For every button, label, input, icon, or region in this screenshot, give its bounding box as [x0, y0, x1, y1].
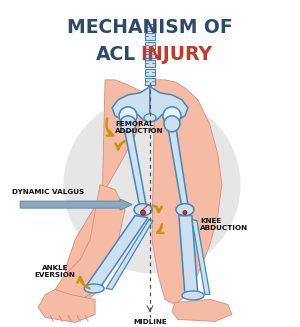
Ellipse shape [183, 211, 187, 215]
Polygon shape [145, 24, 155, 31]
Polygon shape [38, 289, 95, 322]
Text: ANKLE
EVERSION: ANKLE EVERSION [35, 265, 76, 278]
Circle shape [164, 116, 180, 132]
Polygon shape [145, 69, 155, 76]
Ellipse shape [182, 291, 204, 300]
Polygon shape [55, 185, 125, 304]
Polygon shape [145, 33, 155, 40]
Text: DYNAMIC VALGUS: DYNAMIC VALGUS [12, 189, 85, 195]
Text: MIDLINE: MIDLINE [133, 319, 167, 325]
Polygon shape [152, 80, 222, 304]
Polygon shape [150, 83, 188, 122]
Ellipse shape [144, 114, 156, 122]
Polygon shape [192, 220, 210, 294]
Ellipse shape [134, 204, 152, 215]
Polygon shape [106, 220, 153, 289]
FancyArrow shape [20, 199, 132, 210]
Polygon shape [145, 51, 155, 58]
Ellipse shape [140, 210, 146, 215]
Polygon shape [145, 42, 155, 49]
Text: FEMORAL
ADDUCTION: FEMORAL ADDUCTION [115, 121, 164, 134]
Ellipse shape [84, 284, 104, 293]
Ellipse shape [176, 204, 194, 215]
Text: INJURY: INJURY [140, 45, 212, 64]
Polygon shape [145, 78, 155, 85]
Polygon shape [179, 215, 198, 296]
Text: MECHANISM OF: MECHANISM OF [67, 18, 233, 37]
Polygon shape [124, 128, 146, 208]
Circle shape [163, 107, 181, 125]
Circle shape [119, 107, 137, 125]
Text: ACL: ACL [96, 45, 136, 64]
Polygon shape [172, 300, 232, 321]
Polygon shape [65, 80, 150, 300]
Circle shape [64, 97, 240, 272]
Polygon shape [168, 128, 188, 208]
Polygon shape [112, 83, 150, 122]
Polygon shape [85, 215, 148, 287]
Circle shape [120, 116, 136, 132]
Polygon shape [145, 60, 155, 67]
Text: KNEE
ABDUCTION: KNEE ABDUCTION [200, 218, 248, 231]
